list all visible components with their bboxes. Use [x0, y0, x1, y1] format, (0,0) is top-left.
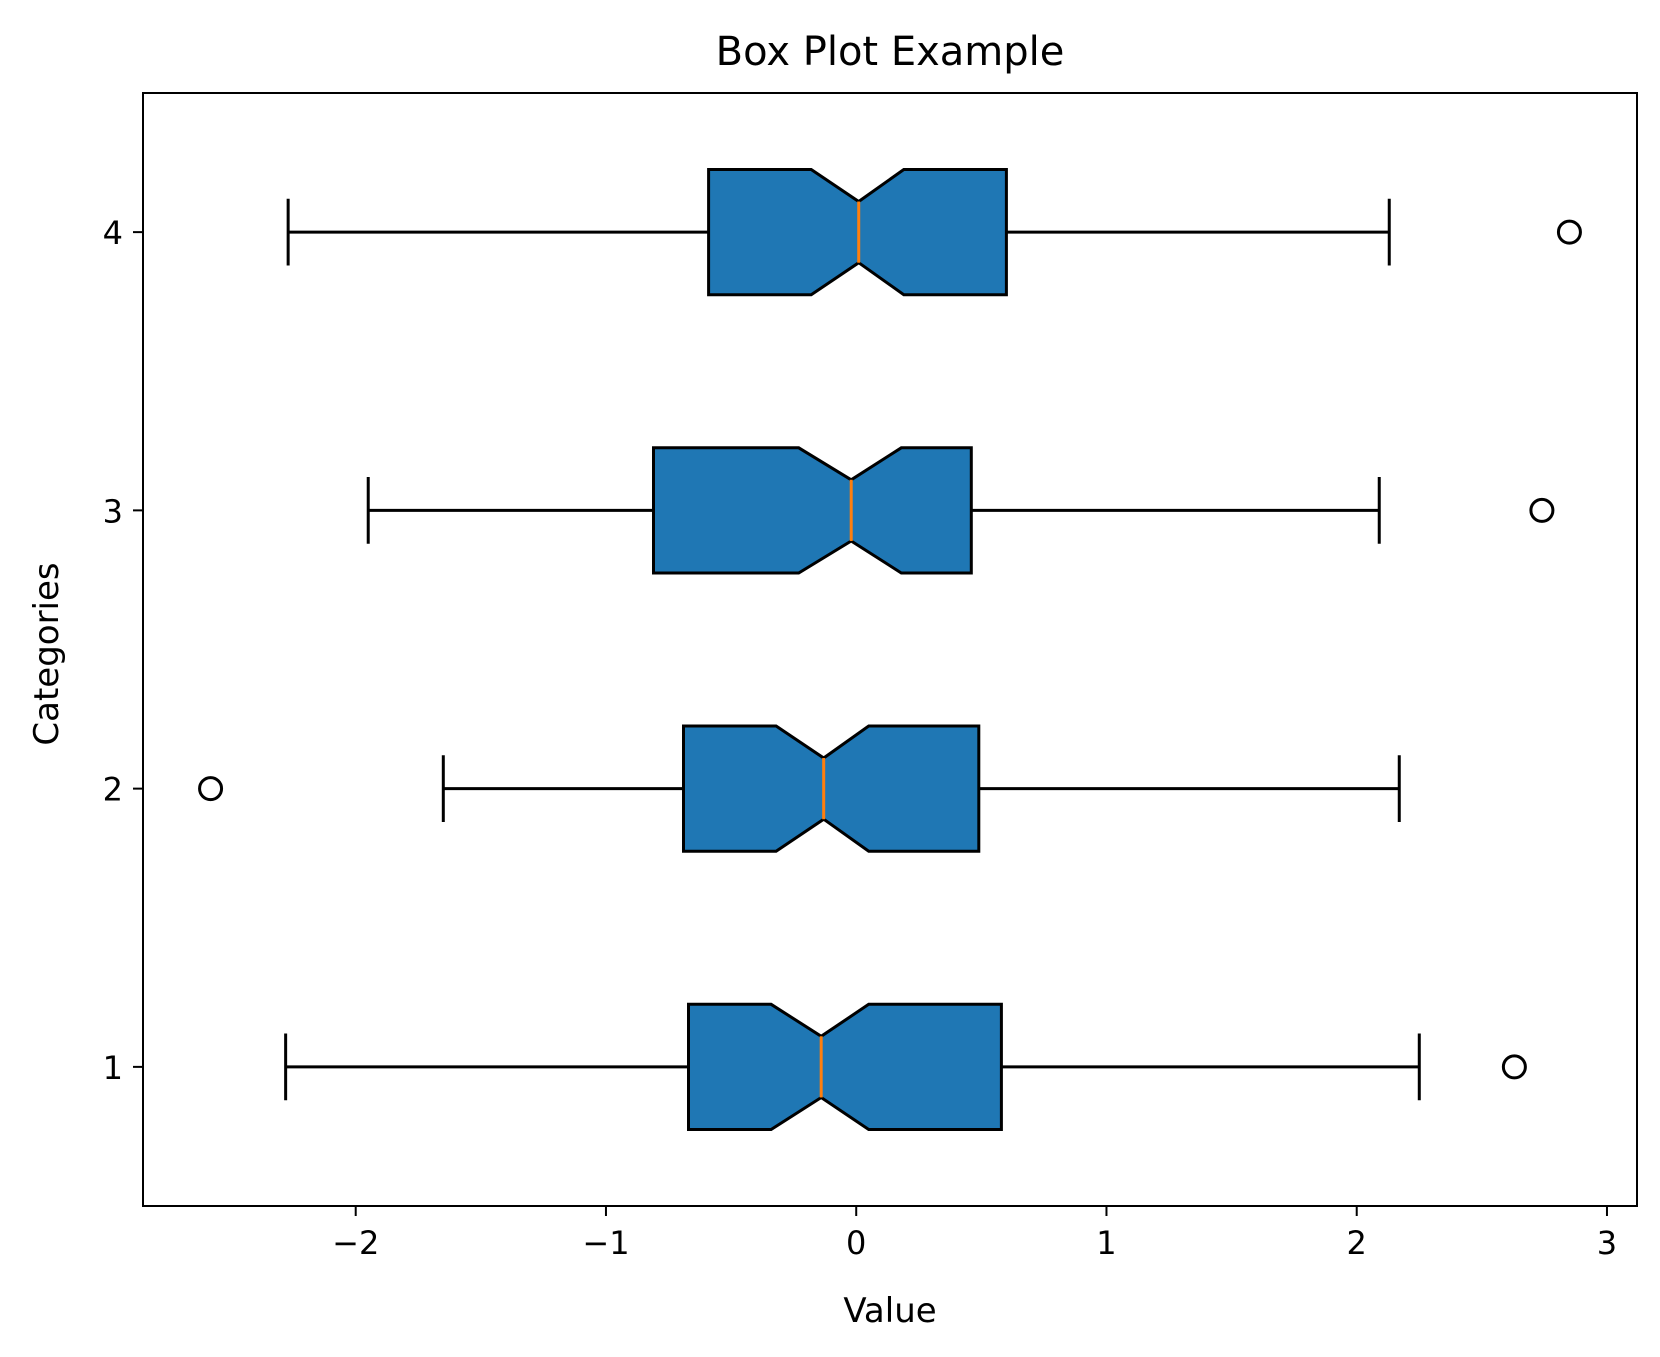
plot-area — [198, 168, 1582, 1131]
plot-frame — [142, 92, 1638, 1207]
x-tick-label-4: 2 — [1347, 1224, 1367, 1262]
box-2 — [682, 724, 981, 853]
y-tick-label-0: 1 — [103, 1049, 123, 1087]
chart-title: Box Plot Example — [716, 29, 1065, 75]
outlier-3-0 — [1529, 497, 1555, 523]
x-tick-label-1: −1 — [582, 1224, 629, 1262]
x-tick-label-2: 0 — [846, 1224, 866, 1262]
y-axis-label: Categories — [27, 562, 67, 745]
x-tick-label-5: 3 — [1597, 1224, 1617, 1262]
x-axis-label: Value — [843, 1291, 936, 1331]
y-tick-label-3: 4 — [103, 214, 123, 252]
x-tick-label-3: 1 — [1096, 1224, 1116, 1262]
outlier-1-0 — [1501, 1054, 1527, 1080]
y-tick-label-1: 2 — [103, 771, 123, 809]
x-tick-label-0: −2 — [332, 1224, 379, 1262]
axis-ticks: −2 −1 0 1 2 3 1 2 3 4 — [103, 214, 1618, 1262]
y-tick-label-2: 3 — [103, 492, 123, 530]
box-1 — [687, 1002, 1003, 1131]
box-3 — [652, 446, 973, 575]
outlier-2-0 — [198, 776, 224, 802]
outlier-4-0 — [1556, 219, 1582, 245]
